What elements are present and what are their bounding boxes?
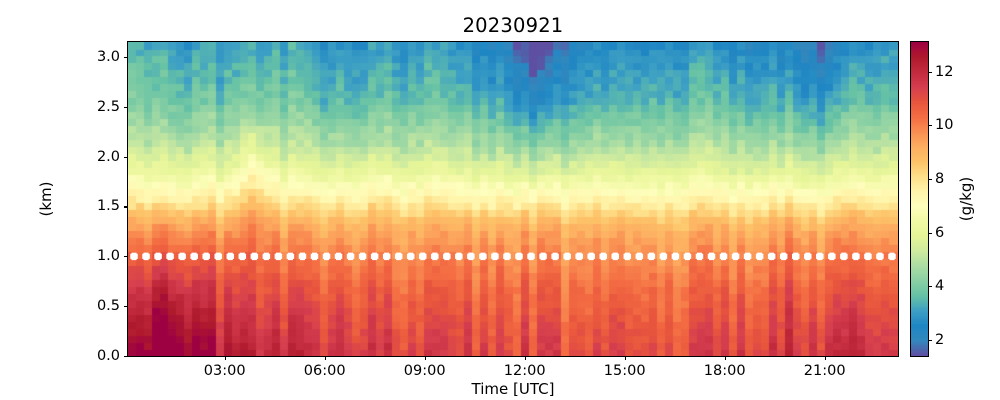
page-title: 20230921 [462, 14, 564, 37]
y-tick-mark [124, 306, 128, 308]
x-tick-mark [324, 356, 326, 360]
colorbar-tick-label: 4 [935, 278, 945, 295]
colorbar-tick-label: 2 [935, 331, 945, 348]
y-tick-label: 3.0 [96, 48, 120, 65]
x-tick-label: 18:00 [703, 363, 746, 379]
y-tick-label: 0.5 [96, 298, 120, 315]
x-tick-mark [824, 356, 826, 360]
colorbar-label: (g/kg) [957, 176, 975, 222]
x-axis-label: Time [UTC] [471, 380, 555, 398]
x-tick-mark [624, 356, 626, 360]
colorbar-tick-mark [928, 286, 932, 288]
y-tick-mark [124, 256, 128, 258]
y-tick-label: 0.0 [96, 348, 120, 364]
heatmap-plot-area[interactable] [127, 41, 898, 356]
colorbar-tick-mark [928, 125, 932, 127]
x-tick-label: 15:00 [603, 363, 646, 379]
heatmap-axes[interactable] [126, 40, 899, 357]
colorbar-tick-label: 10 [935, 117, 954, 134]
colorbar-tick-mark [928, 232, 932, 234]
x-tick-label: 06:00 [303, 363, 346, 379]
x-tick-mark [224, 356, 226, 360]
colorbar-tick-mark [928, 339, 932, 341]
x-tick-label: 21:00 [803, 363, 846, 379]
y-tick-label: 2.0 [96, 148, 120, 165]
y-tick-mark [124, 156, 128, 158]
x-tick-label: 09:00 [403, 363, 446, 379]
colorbar-tick-label: 12 [935, 63, 954, 80]
y-tick-label: 1.0 [96, 248, 120, 265]
y-tick-mark [124, 206, 128, 208]
y-tick-mark [124, 106, 128, 108]
y-tick-label: 2.5 [96, 98, 120, 115]
colorbar[interactable] [909, 40, 929, 357]
y-tick-label: 1.5 [96, 198, 120, 215]
x-tick-mark [424, 356, 426, 360]
x-tick-mark [524, 356, 526, 360]
colorbar-tick-mark [928, 178, 932, 180]
x-tick-mark [724, 356, 726, 360]
colorbar-tick-label: 6 [935, 224, 945, 241]
colorbar-tick-mark [928, 71, 932, 73]
y-tick-mark [124, 356, 128, 358]
y-axis-label: (km) [37, 181, 55, 217]
x-tick-label: 12:00 [503, 363, 546, 379]
colorbar-gradient [910, 41, 928, 356]
colorbar-tick-label: 8 [935, 170, 945, 187]
x-tick-label: 03:00 [203, 363, 246, 379]
y-tick-mark [124, 56, 128, 59]
